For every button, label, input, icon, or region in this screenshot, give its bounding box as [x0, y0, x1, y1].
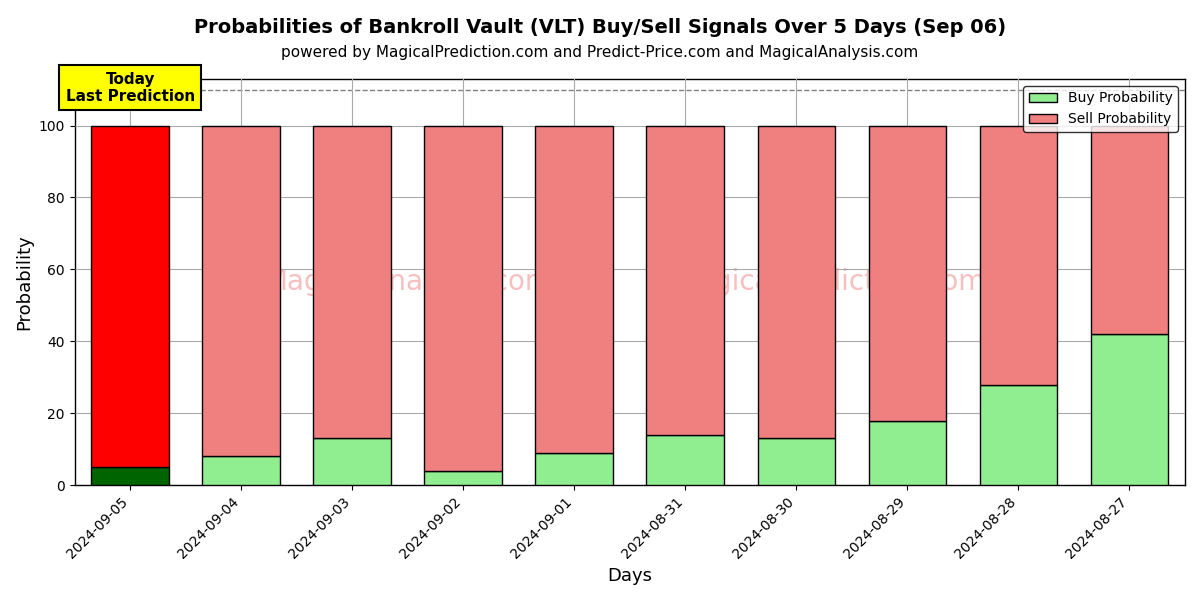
Legend: Buy Probability, Sell Probability: Buy Probability, Sell Probability	[1024, 86, 1178, 132]
Bar	[757, 125, 835, 439]
Bar	[979, 385, 1057, 485]
Bar	[535, 125, 613, 453]
Bar	[203, 125, 280, 457]
Bar	[1091, 334, 1169, 485]
Bar	[647, 125, 725, 435]
Text: MagicalAnalysis.com: MagicalAnalysis.com	[263, 268, 552, 296]
Bar	[757, 439, 835, 485]
Text: MagicalPrediction.com: MagicalPrediction.com	[673, 268, 986, 296]
Bar	[535, 453, 613, 485]
Bar	[313, 439, 391, 485]
Bar	[425, 471, 502, 485]
Text: Today
Last Prediction: Today Last Prediction	[66, 71, 194, 104]
Bar	[91, 467, 169, 485]
Bar	[1091, 125, 1169, 334]
Bar	[91, 125, 169, 467]
Bar	[979, 125, 1057, 385]
Y-axis label: Probability: Probability	[16, 234, 34, 330]
Bar	[203, 457, 280, 485]
Text: Probabilities of Bankroll Vault (VLT) Buy/Sell Signals Over 5 Days (Sep 06): Probabilities of Bankroll Vault (VLT) Bu…	[194, 18, 1006, 37]
Bar	[313, 125, 391, 439]
Bar	[869, 421, 947, 485]
X-axis label: Days: Days	[607, 567, 653, 585]
Bar	[869, 125, 947, 421]
Text: powered by MagicalPrediction.com and Predict-Price.com and MagicalAnalysis.com: powered by MagicalPrediction.com and Pre…	[281, 45, 919, 60]
Bar	[647, 435, 725, 485]
Bar	[425, 125, 502, 471]
